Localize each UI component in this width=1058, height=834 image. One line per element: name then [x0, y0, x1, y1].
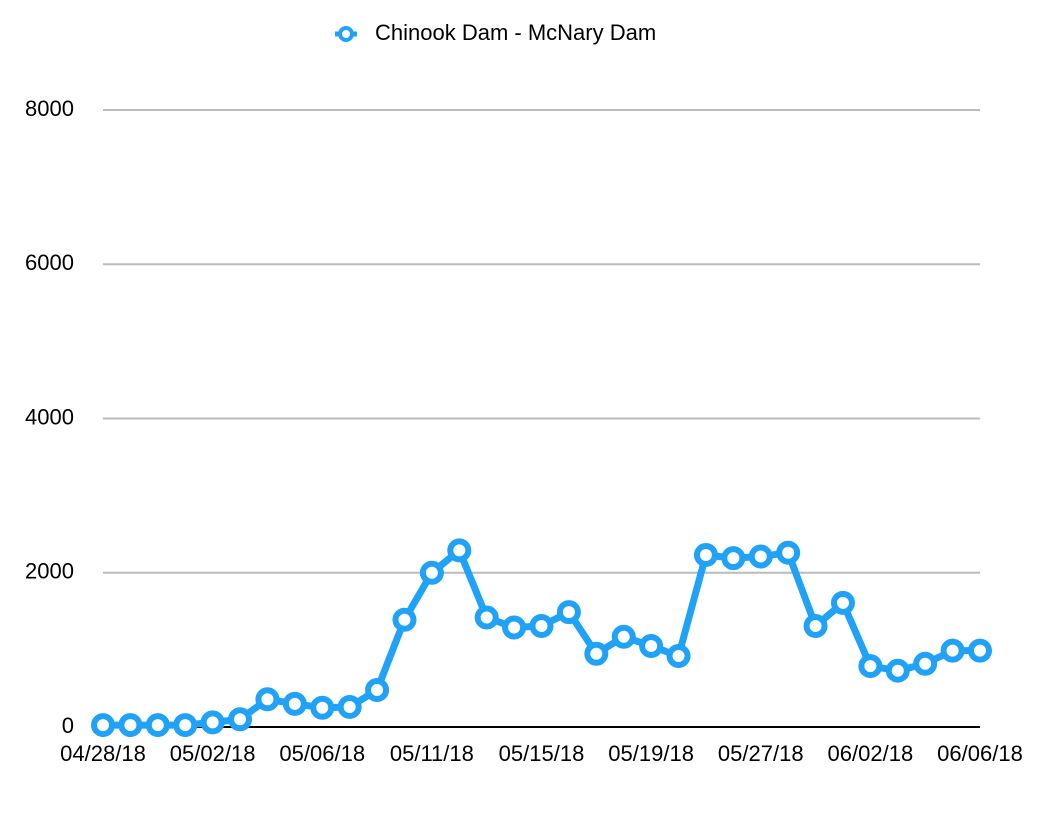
- x-tick-label: 04/28/18: [60, 741, 146, 766]
- point: [721, 546, 746, 571]
- legend: Chinook Dam - McNary Dam: [335, 20, 656, 45]
- y-tick-label: 0: [62, 713, 74, 738]
- point: [173, 713, 198, 738]
- point: [255, 687, 280, 712]
- x-tick-label: 05/19/18: [608, 741, 694, 766]
- point: [337, 694, 362, 719]
- x-tick-label: 05/27/18: [718, 741, 804, 766]
- point: [611, 624, 636, 649]
- x-tick-label: 05/06/18: [279, 741, 365, 766]
- x-tick-label: 06/02/18: [828, 741, 914, 766]
- point: [885, 658, 910, 683]
- point: [118, 713, 143, 738]
- x-tick-label: 05/11/18: [390, 741, 474, 766]
- x-tick-label: 06/06/18: [937, 741, 1023, 766]
- point: [365, 677, 390, 702]
- legend-marker: [338, 26, 354, 42]
- y-tick-label: 4000: [25, 404, 74, 429]
- point: [940, 638, 965, 663]
- point: [666, 644, 691, 669]
- point: [474, 605, 499, 630]
- y-tick-label: 2000: [25, 559, 74, 584]
- point: [858, 654, 883, 679]
- point: [803, 613, 828, 638]
- point: [91, 713, 115, 738]
- point: [529, 613, 554, 638]
- point: [310, 695, 335, 720]
- point: [584, 641, 609, 666]
- y-tick-label: 6000: [25, 250, 74, 275]
- point: [447, 538, 472, 563]
- point: [748, 544, 773, 569]
- y-tick-label: 8000: [25, 96, 74, 121]
- point: [968, 638, 992, 663]
- point: [228, 707, 253, 732]
- point: [419, 560, 444, 585]
- point: [200, 710, 225, 735]
- x-tick-label: 05/15/18: [499, 741, 585, 766]
- point: [556, 600, 581, 625]
- point: [392, 607, 417, 632]
- point: [776, 540, 801, 565]
- point: [145, 713, 170, 738]
- point: [282, 691, 307, 716]
- point: [502, 615, 527, 640]
- legend-label: Chinook Dam - McNary Dam: [375, 20, 656, 45]
- x-tick-label: 05/02/18: [170, 741, 256, 766]
- point: [693, 543, 718, 568]
- point: [830, 590, 855, 615]
- point: [639, 634, 664, 659]
- point: [913, 651, 938, 676]
